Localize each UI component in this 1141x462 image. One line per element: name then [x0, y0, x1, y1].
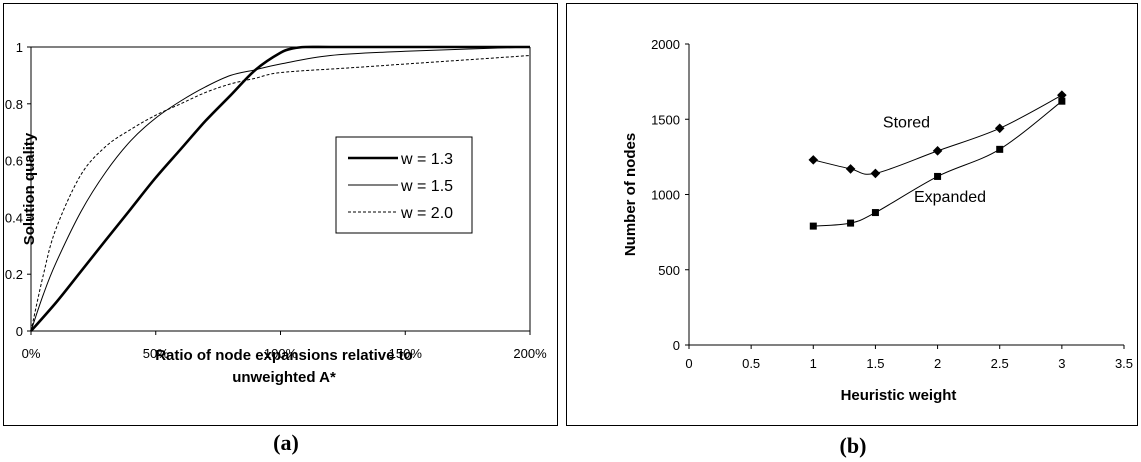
y-tick-label: 0 [673, 338, 680, 353]
y-tick-label: 1500 [651, 112, 680, 127]
x-tick-label: 100% [264, 346, 298, 361]
y-tick-label: 2000 [651, 37, 680, 52]
y-tick-label: 1 [16, 40, 23, 55]
x-tick-label: 50% [143, 346, 169, 361]
caption-a: (a) [273, 430, 299, 455]
data-point-expanded [809, 222, 817, 230]
x-tick-label: 200% [513, 346, 547, 361]
chart-a-panel: 0 0.2 0.4 0.6 0.8 1 0% 50% 100% 150% 200% Ratio of … [3, 3, 558, 426]
y-tick-label: 500 [658, 263, 680, 278]
y-tick-label: 0 [16, 324, 23, 339]
series-line-2 [30, 46, 531, 332]
chart-b-panel: 0 500 1000 1500 2000 0 0.5 1 1.5 2 2.5 3 3.5 Heuristi… [566, 3, 1138, 426]
series-line-1 [30, 45, 530, 332]
data-point-stored [932, 146, 943, 156]
data-point-stored [845, 164, 856, 174]
x-axis-title-line2: unweighted A* [232, 369, 336, 386]
x-axis-title-line1: Ratio of node expansions relative to [155, 347, 413, 364]
x-tick-label: 2 [934, 356, 941, 371]
data-point-stored [1057, 90, 1067, 100]
series-line-expanded [813, 100, 1063, 227]
y-tick-label: 0.4 [5, 210, 23, 225]
x-tick-label: 2.5 [991, 356, 1009, 371]
data-point-expanded [847, 219, 855, 227]
series-line-stored [813, 94, 1063, 175]
data-point-expanded [1058, 97, 1066, 105]
x-tick-label: 150% [389, 346, 423, 361]
data-point-stored [808, 155, 819, 165]
x-tick-label: 3.5 [1115, 356, 1133, 371]
legend-label-2: w = 1.5 [400, 178, 453, 195]
y-tick-label: 0.6 [5, 154, 23, 169]
data-point-expanded [996, 145, 1004, 153]
y-tick-label: 0.2 [5, 267, 23, 282]
series-line-3 [30, 55, 531, 332]
x-tick-label: 1.5 [866, 356, 884, 371]
y-tick-label: 0.8 [5, 97, 23, 112]
data-point-expanded [934, 172, 942, 180]
x-tick-label: 1 [810, 356, 817, 371]
y-tick-label: 1000 [651, 188, 680, 203]
x-tick-label: 0% [22, 346, 41, 361]
data-point-expanded [871, 209, 879, 217]
y-axis-title: Solution quality [21, 132, 38, 245]
x-axis-title: Heuristic weight [841, 387, 957, 404]
legend-label-1: w = 1.3 [400, 151, 453, 168]
series-annotation-expanded: Expanded [914, 189, 986, 206]
x-tick-label: 0.5 [742, 356, 760, 371]
chart-b: 0 500 1000 1500 2000 0 0.5 1 1.5 2 2.5 3 3.5 Heuristi… [622, 37, 1133, 404]
data-point-stored [870, 168, 881, 179]
legend-label-3: w = 2.0 [400, 205, 453, 222]
caption-b: (b) [839, 433, 867, 458]
series-annotation-stored: Stored [883, 115, 930, 132]
x-tick-label: 0 [685, 356, 692, 371]
data-point-stored [994, 123, 1005, 134]
chart-a: 0 0.2 0.4 0.6 0.8 1 0% 50% 100% 150% 200% Ratio of … [5, 40, 547, 386]
x-tick-label: 3 [1058, 356, 1065, 371]
y-axis-title: Number of nodes [622, 133, 639, 256]
